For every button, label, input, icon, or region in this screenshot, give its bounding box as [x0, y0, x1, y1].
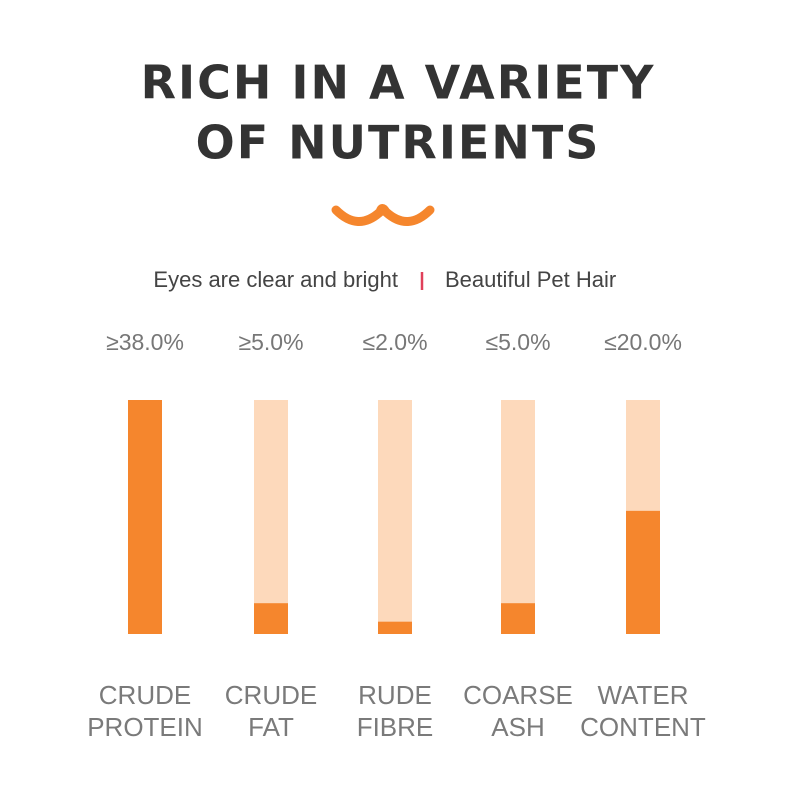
value-label: ≤5.0% [485, 329, 550, 355]
value-label: ≥5.0% [238, 329, 303, 355]
mustache-icon [331, 204, 435, 226]
bar-track [254, 400, 288, 634]
category-label: CRUDE [99, 680, 191, 710]
bar [501, 603, 535, 634]
category-label: CONTENT [580, 712, 706, 742]
category-label: ASH [491, 712, 544, 742]
category-label: FAT [248, 712, 294, 742]
subtitle: Eyes are clear and bright [153, 267, 398, 292]
category-label: RUDE [358, 680, 432, 710]
bar-track [378, 400, 412, 634]
chart-title: RICH IN A VARIETY [141, 56, 656, 110]
category-label: WATER [598, 680, 689, 710]
bar [128, 400, 162, 634]
subtitle: Beautiful Pet Hair [445, 267, 616, 292]
chart-title: OF NUTRIENTS [196, 116, 601, 170]
bar [378, 621, 412, 634]
value-label: ≤2.0% [362, 329, 427, 355]
bar [254, 603, 288, 634]
bar-track [501, 400, 535, 634]
category-label: FIBRE [357, 712, 434, 742]
category-label: CRUDE [225, 680, 317, 710]
category-label: COARSE [463, 680, 573, 710]
bar [626, 510, 660, 634]
value-label: ≤20.0% [604, 329, 682, 355]
value-label: ≥38.0% [106, 329, 184, 355]
category-label: PROTEIN [87, 712, 203, 742]
